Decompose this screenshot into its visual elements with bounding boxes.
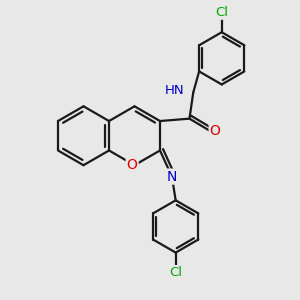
Text: Cl: Cl bbox=[215, 6, 228, 19]
Text: N: N bbox=[167, 169, 177, 184]
Text: Cl: Cl bbox=[169, 266, 182, 279]
Text: O: O bbox=[127, 158, 138, 172]
Text: HN: HN bbox=[165, 84, 185, 97]
Text: O: O bbox=[210, 124, 220, 137]
